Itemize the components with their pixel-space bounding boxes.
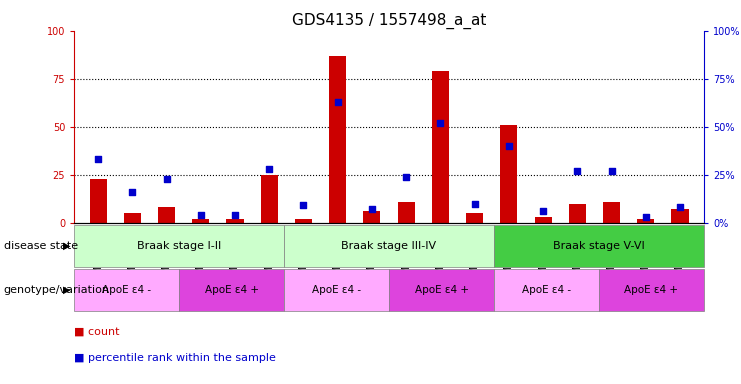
Text: Braak stage V-VI: Braak stage V-VI xyxy=(553,241,645,251)
Bar xyxy=(227,219,244,223)
Text: genotype/variation: genotype/variation xyxy=(4,285,110,295)
Bar xyxy=(466,213,483,223)
Point xyxy=(605,168,617,174)
Text: ApoE ε4 +: ApoE ε4 + xyxy=(625,285,679,295)
Point xyxy=(434,120,446,126)
Point xyxy=(92,156,104,162)
Text: ■ count: ■ count xyxy=(74,326,119,336)
Title: GDS4135 / 1557498_a_at: GDS4135 / 1557498_a_at xyxy=(292,13,486,29)
Text: disease state: disease state xyxy=(4,241,78,251)
Point xyxy=(639,214,651,220)
Bar xyxy=(284,269,389,311)
Point xyxy=(571,168,583,174)
Text: Braak stage I-II: Braak stage I-II xyxy=(137,241,222,251)
Text: Braak stage III-IV: Braak stage III-IV xyxy=(342,241,436,251)
Text: ApoE ε4 +: ApoE ε4 + xyxy=(414,285,468,295)
Bar xyxy=(569,204,586,223)
Bar xyxy=(192,219,209,223)
Bar xyxy=(363,211,380,223)
Bar xyxy=(599,269,704,311)
Point xyxy=(366,206,378,212)
Bar xyxy=(389,269,494,311)
Bar xyxy=(329,56,346,223)
Point xyxy=(537,208,549,214)
Bar xyxy=(494,225,704,267)
Bar xyxy=(179,269,284,311)
Point xyxy=(298,202,310,209)
Text: ▶: ▶ xyxy=(63,241,70,251)
Bar xyxy=(398,202,415,223)
Bar xyxy=(432,71,449,223)
Bar xyxy=(158,207,175,223)
Text: ApoE ε4 -: ApoE ε4 - xyxy=(102,285,151,295)
Bar xyxy=(90,179,107,223)
Bar xyxy=(74,225,284,267)
Text: ApoE ε4 +: ApoE ε4 + xyxy=(205,285,259,295)
Bar xyxy=(124,213,141,223)
Point xyxy=(468,200,480,207)
Text: ■ percentile rank within the sample: ■ percentile rank within the sample xyxy=(74,353,276,363)
Point xyxy=(400,174,412,180)
Point xyxy=(263,166,275,172)
Bar xyxy=(637,219,654,223)
Bar xyxy=(494,269,599,311)
Text: ApoE ε4 -: ApoE ε4 - xyxy=(522,285,571,295)
Bar xyxy=(261,175,278,223)
Bar xyxy=(534,217,551,223)
Point xyxy=(195,212,207,218)
Point xyxy=(503,143,515,149)
Point xyxy=(161,175,173,182)
Point xyxy=(332,99,344,105)
Text: ApoE ε4 -: ApoE ε4 - xyxy=(312,285,361,295)
Text: ▶: ▶ xyxy=(63,285,70,295)
Bar xyxy=(284,225,494,267)
Bar xyxy=(74,269,179,311)
Point xyxy=(674,204,686,210)
Bar xyxy=(500,125,517,223)
Point xyxy=(127,189,139,195)
Bar xyxy=(295,219,312,223)
Point xyxy=(229,212,241,218)
Bar xyxy=(671,209,688,223)
Bar xyxy=(603,202,620,223)
